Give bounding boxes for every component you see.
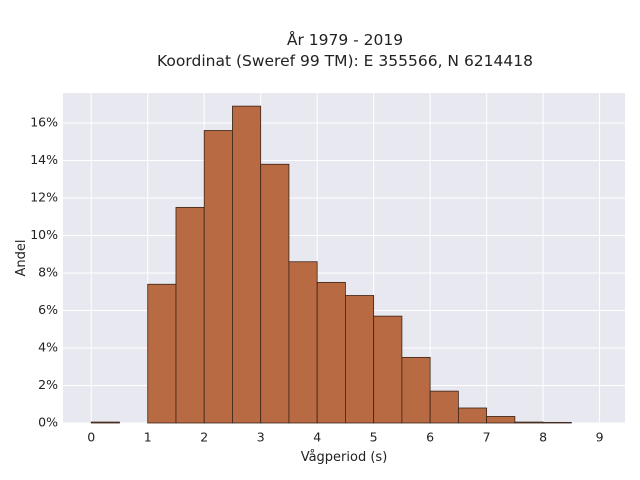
y-tick-label: 16% bbox=[30, 115, 58, 130]
histogram-bar bbox=[345, 295, 375, 424]
x-axis-label: Vågperiod (s) bbox=[301, 450, 388, 465]
histogram-bar bbox=[203, 130, 233, 424]
histogram-bar bbox=[232, 105, 262, 424]
x-tick-label: 5 bbox=[370, 430, 378, 445]
histogram-bar bbox=[175, 206, 205, 424]
histogram-bar bbox=[147, 283, 177, 424]
x-tick-label: 8 bbox=[539, 430, 547, 445]
chart-title-line-1: År 1979 - 2019 bbox=[287, 30, 403, 49]
x-tick-label: 2 bbox=[200, 430, 208, 445]
histogram-bar bbox=[401, 356, 431, 424]
histogram-bar bbox=[288, 261, 318, 424]
histogram-bar bbox=[429, 390, 459, 424]
y-tick-label: 0% bbox=[38, 415, 58, 430]
y-tick-label: 4% bbox=[38, 340, 58, 355]
x-tick-label: 1 bbox=[144, 430, 152, 445]
histogram-bar bbox=[514, 421, 544, 424]
y-tick-label: 2% bbox=[38, 377, 58, 392]
y-tick-label: 6% bbox=[38, 302, 58, 317]
y-axis-ticks: 0% 2% 4% 6% 8% 10% 12% 14% 16% bbox=[30, 115, 58, 430]
histogram-bar bbox=[260, 163, 290, 424]
x-tick-label: 0 bbox=[87, 430, 95, 445]
histogram-bar bbox=[373, 315, 403, 424]
y-tick-label: 8% bbox=[38, 265, 58, 280]
histogram-bars bbox=[90, 105, 572, 424]
histogram-bar bbox=[457, 407, 488, 424]
y-tick-label: 14% bbox=[30, 152, 58, 167]
y-axis-label: Andel bbox=[14, 240, 29, 277]
histogram-bar bbox=[316, 281, 346, 424]
chart-title-line-2: Koordinat (Sweref 99 TM): E 355566, N 62… bbox=[157, 52, 533, 70]
y-tick-label: 12% bbox=[30, 190, 58, 205]
histogram-bar bbox=[486, 416, 516, 424]
histogram-bar bbox=[542, 422, 572, 424]
x-tick-label: 7 bbox=[483, 430, 491, 445]
x-tick-label: 4 bbox=[313, 430, 321, 445]
x-tick-label: 9 bbox=[596, 430, 604, 445]
y-tick-label: 10% bbox=[30, 227, 58, 242]
histogram-bar bbox=[90, 421, 120, 424]
x-tick-label: 6 bbox=[426, 430, 434, 445]
x-axis-ticks: 0 1 2 3 4 5 6 7 8 9 bbox=[87, 430, 603, 445]
x-tick-label: 3 bbox=[257, 430, 265, 445]
